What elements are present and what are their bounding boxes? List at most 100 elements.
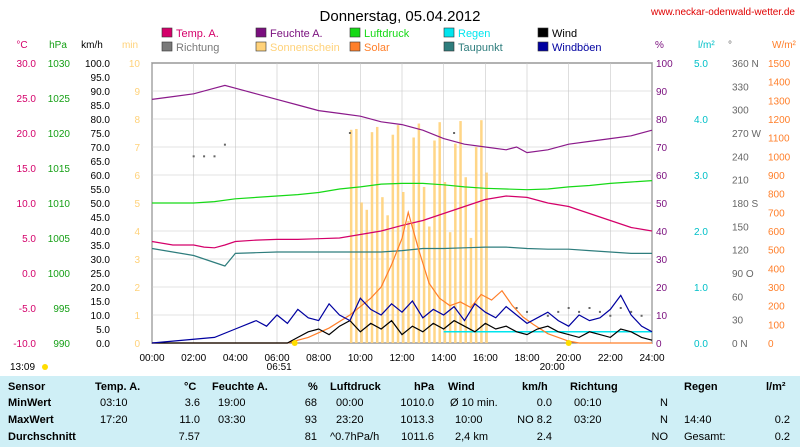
x-tick-5: 10:00 <box>348 353 373 364</box>
x-tick-4: 08:00 <box>306 353 331 364</box>
max-dir-time: 03:20 <box>574 414 602 426</box>
axis-solar-tick-2: 1300 <box>768 96 791 107</box>
sunshine-bar <box>428 226 431 343</box>
sunshine-bar <box>365 209 369 343</box>
axis-rain-tick-0: 5.0 <box>694 59 708 70</box>
axis-pressure-tick-7: 995 <box>53 304 70 315</box>
min-hum-time: 19:00 <box>218 397 246 409</box>
col-temp: Temp. A. <box>95 381 141 393</box>
axis-direction-tick-11: 30 <box>732 316 744 327</box>
axis-wind-tick-9: 55.0 <box>91 185 111 196</box>
legend-swatch-7 <box>349 41 361 52</box>
axis-humidity-tick-3: 70 <box>656 143 668 154</box>
axis-direction-tick-9: 90 O <box>732 269 754 280</box>
axis-solar-tick-12: 300 <box>768 283 785 294</box>
sunshine-bar <box>480 120 483 343</box>
axis-temp-tick-5: 5.0 <box>22 234 36 245</box>
legend-swatch-8 <box>443 41 455 52</box>
legend-label-0: Temp. A. <box>176 28 219 40</box>
axis-pressure-tick-4: 1010 <box>48 199 71 210</box>
direction-point-9 <box>557 310 560 313</box>
legend-swatch-2 <box>349 27 361 38</box>
axis-wind-tick-16: 20.0 <box>91 283 111 294</box>
col-press-unit: hPa <box>414 381 435 393</box>
max-wind-time: 10:00 <box>455 414 483 426</box>
axis-solar-tick-9: 600 <box>768 227 785 238</box>
axis-sun-tick-1: 9 <box>134 87 140 98</box>
x-tick-10: 20:00 <box>556 353 581 364</box>
axis-rain-tick-4: 1.0 <box>694 283 708 294</box>
sunshine-bar <box>407 220 410 343</box>
legend-swatch-4 <box>537 27 549 38</box>
axis-humidity-tick-5: 50 <box>656 199 668 210</box>
sunset-dot <box>565 340 572 346</box>
max-press-time: 23:20 <box>336 414 364 426</box>
axis-wind-tick-4: 80.0 <box>91 115 111 126</box>
axis-solar-tick-13: 200 <box>768 302 785 313</box>
axis-wind-tick-10: 50.0 <box>91 199 111 210</box>
max-press-val: 1013.3 <box>400 414 434 426</box>
axis-sun-tick-2: 8 <box>134 115 140 126</box>
axis-direction-tick-1: 330 <box>732 82 749 93</box>
axis-humidity-tick-6: 40 <box>656 227 668 238</box>
avg-wind-time: 2,4 km <box>455 431 489 443</box>
legend-label-5: Richtung <box>176 42 219 54</box>
axis-pressure-tick-8: 990 <box>53 339 70 350</box>
axis-temp-tick-6: 0.0 <box>22 269 36 280</box>
axis-wind-tick-5: 75.0 <box>91 129 111 140</box>
sunshine-bar <box>412 137 415 343</box>
max-temp-time: 17:20 <box>100 414 128 426</box>
sunshine-bar <box>469 237 473 343</box>
axis-direction-tick-3: 270 W <box>732 129 761 140</box>
legend-label-1: Feuchte A. <box>270 28 323 40</box>
axis-sun-tick-6: 4 <box>134 227 140 238</box>
axis-temp-tick-8: -10.0 <box>13 339 36 350</box>
axis-sun-tick-10: 0 <box>134 339 140 350</box>
axis-temp-tick-4: 10.0 <box>17 199 37 210</box>
min-wind-val: 0.0 <box>536 397 552 409</box>
legend-label-2: Luftdruck <box>364 28 410 40</box>
axis-pressure-unit: hPa <box>49 40 67 51</box>
min-dir-val: N <box>660 397 668 409</box>
axis-rain-tick-2: 3.0 <box>694 171 708 182</box>
direction-point-12 <box>588 307 591 309</box>
direction-point-15 <box>619 307 622 309</box>
legend-label-3: Regen <box>458 28 490 40</box>
site-url: www.neckar-odenwald-wetter.de <box>650 7 795 18</box>
legend-label-7: Solar <box>364 42 390 54</box>
axis-sun-tick-9: 1 <box>134 311 140 322</box>
axis-solar-tick-0: 1500 <box>768 59 791 70</box>
direction-point-17 <box>640 314 643 317</box>
axis-solar-tick-15: 0 <box>768 339 774 350</box>
axis-solar-tick-1: 1400 <box>768 78 791 89</box>
axis-sun-tick-0: 10 <box>129 59 141 70</box>
x-tick-6: 12:00 <box>389 353 414 364</box>
col-hum-unit: % <box>308 381 318 393</box>
summary-table: Sensor Temp. A. °C Feuchte A. % Luftdruc… <box>0 376 800 447</box>
legend-swatch-9 <box>537 41 549 52</box>
axis-temp-tick-7: -5.0 <box>19 304 37 315</box>
max-hum-time: 03:30 <box>218 414 246 426</box>
sunshine-bar <box>417 123 421 343</box>
avg-wind-val: 2.4 <box>536 431 552 443</box>
x-tick-0: 00:00 <box>139 353 164 364</box>
legend-swatch-0 <box>161 27 173 38</box>
axis-solar-tick-4: 1100 <box>768 134 790 145</box>
avg-temp-val: 7.57 <box>178 431 200 443</box>
axis-wind-tick-12: 40.0 <box>91 227 111 238</box>
max-rain-time: 14:40 <box>684 414 712 426</box>
sunshine-bar <box>459 121 462 343</box>
axis-sun-tick-4: 6 <box>134 171 140 182</box>
axis-wind-tick-15: 25.0 <box>91 269 111 280</box>
row-label-min: MinWert <box>8 397 52 409</box>
axis-wind-tick-11: 45.0 <box>91 213 111 224</box>
sunshine-bar <box>443 182 447 343</box>
axis-wind-tick-17: 15.0 <box>91 297 111 308</box>
sunshine-bar <box>396 125 400 343</box>
direction-point-8 <box>546 314 549 317</box>
axis-wind-tick-19: 5.0 <box>96 325 110 336</box>
axis-wind-tick-14: 30.0 <box>91 255 111 266</box>
series-line-luftdruck <box>152 180 653 204</box>
x-tick-3: 06:00 <box>264 353 289 364</box>
sunshine-bar <box>454 143 457 343</box>
